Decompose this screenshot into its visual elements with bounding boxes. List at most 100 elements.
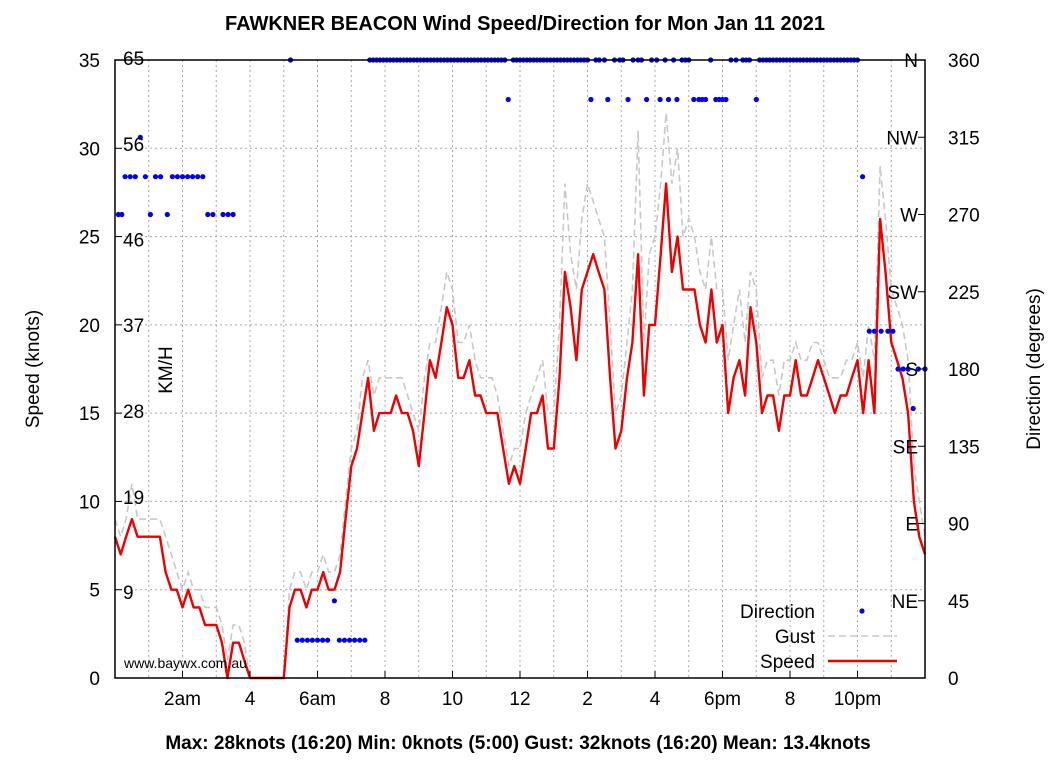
direction-point-27 <box>309 637 315 643</box>
x-tick-label-8: 6pm <box>704 689 741 710</box>
y-tick-label-2: 10 <box>79 492 100 513</box>
direction-point-10 <box>164 211 170 218</box>
direction-point-174 <box>878 328 884 334</box>
y-tick-label-6: 30 <box>79 139 100 160</box>
y2-axis-label: Direction (degrees) <box>1024 288 1045 450</box>
direction-point-122 <box>674 96 680 103</box>
direction-point-179 <box>905 366 911 372</box>
legend-label-direction: Direction <box>740 602 815 623</box>
direction-point-19 <box>210 211 216 218</box>
legend-label-speed: Speed <box>760 652 815 673</box>
direction-point-4 <box>132 174 138 180</box>
legend-swatch-direction <box>859 608 865 614</box>
direction-point-175 <box>885 328 891 334</box>
direction-point-26 <box>304 637 310 643</box>
compass-label-0: NE <box>892 592 918 613</box>
direction-point-15 <box>190 174 196 180</box>
direction-point-13 <box>179 174 186 180</box>
direction-point-37 <box>362 637 368 643</box>
direction-point-30 <box>325 637 331 643</box>
direction-point-177 <box>895 366 901 372</box>
direction-point-126 <box>691 96 697 103</box>
kmh-tick-label-3: 37 <box>123 316 144 337</box>
direction-point-180 <box>910 405 916 412</box>
legend: Direction Gust Speed <box>740 602 897 673</box>
kmh-tick-label-5: 56 <box>123 135 144 156</box>
direction-point-35 <box>352 637 358 643</box>
direction-point-140 <box>753 96 759 103</box>
gridlines <box>115 60 925 678</box>
kmh-tick-label-0: 9 <box>123 583 134 604</box>
compass-label-3: S <box>905 360 918 381</box>
x-tick-label-6: 2 <box>582 689 593 710</box>
direction-point-111 <box>625 96 631 103</box>
y2-tick-label-1: 45 <box>948 592 969 613</box>
y-tick-label-1: 5 <box>89 581 100 602</box>
direction-point-25 <box>299 637 305 643</box>
direction-point-7 <box>147 211 153 218</box>
y2-tick-label-5: 225 <box>948 283 980 304</box>
kmh-tick-label-2: 28 <box>123 402 144 423</box>
y2-tick-label-0: 0 <box>948 669 959 690</box>
direction-point-32 <box>336 637 342 643</box>
footer-stats: Max: 28knots (16:20) Min: 0knots (5:00) … <box>165 733 870 754</box>
y-tick-label-3: 15 <box>79 404 100 425</box>
direction-point-6 <box>142 174 148 180</box>
direction-point-79 <box>505 96 511 103</box>
compass-label-6: NW <box>886 128 918 149</box>
direction-point-178 <box>900 366 906 372</box>
compass-label-2: SE <box>893 437 918 458</box>
y2-tick-label-8: 360 <box>948 51 980 72</box>
direction-point-21 <box>225 211 231 218</box>
y-tick-label-4: 20 <box>79 316 100 337</box>
direction-point-11 <box>169 174 175 180</box>
direction-point-173 <box>871 328 878 334</box>
direction-point-129 <box>703 96 709 103</box>
direction-point-16 <box>195 174 201 180</box>
y-tick-label-7: 35 <box>79 51 100 72</box>
kmh-tick-label-1: 19 <box>123 488 144 509</box>
y2-tick-label-6: 270 <box>948 206 980 227</box>
x-tick-label-7: 4 <box>650 689 661 710</box>
direction-point-18 <box>205 211 211 218</box>
x-tick-label-9: 8 <box>785 689 796 710</box>
axis-layer: 2am 4 6am 8 10 12 2 4 6pm 8 10pm 0 5 10 15 20 25 30 35 9 19 2… <box>79 49 980 710</box>
direction-point-29 <box>320 637 326 643</box>
direction-point-1 <box>119 211 125 218</box>
y2-tick-label-4: 180 <box>948 360 980 381</box>
direction-point-12 <box>174 174 180 180</box>
x-tick-label-4: 10 <box>442 689 463 710</box>
kmh-tick-label-4: 46 <box>123 230 144 251</box>
y-tick-label-5: 25 <box>79 228 100 249</box>
x-tick-label-2: 6am <box>299 689 336 710</box>
direction-point-9 <box>158 174 164 180</box>
compass-label-4: SW <box>887 283 918 304</box>
direction-point-24 <box>294 637 300 643</box>
direction-point-103 <box>588 96 594 103</box>
compass-label-1: E <box>905 515 918 536</box>
direction-point-176 <box>890 328 896 334</box>
y2-tick-label-3: 135 <box>948 437 980 458</box>
compass-label-5: W <box>900 206 918 227</box>
direction-point-118 <box>657 96 663 103</box>
x-tick-label-5: 12 <box>509 689 530 710</box>
direction-point-120 <box>665 96 672 103</box>
compass-label-7: N <box>904 51 918 72</box>
direction-point-172 <box>866 328 872 334</box>
direction-point-171 <box>860 174 866 180</box>
x-tick-label-0: 2am <box>164 689 201 710</box>
direction-point-17 <box>200 174 206 180</box>
x-tick-label-10: 10pm <box>834 689 882 710</box>
direction-point-28 <box>314 637 321 643</box>
direction-point-31 <box>331 598 337 604</box>
direction-point-33 <box>341 637 348 643</box>
direction-point-107 <box>605 96 611 103</box>
direction-point-2 <box>122 174 128 180</box>
direction-point-36 <box>357 637 363 643</box>
direction-point-20 <box>220 211 226 218</box>
direction-point-22 <box>230 211 236 218</box>
direction-point-5 <box>137 134 143 140</box>
x-tick-label-3: 8 <box>380 689 391 710</box>
chart-title: FAWKNER BEACON Wind Speed/Direction for … <box>225 13 825 35</box>
